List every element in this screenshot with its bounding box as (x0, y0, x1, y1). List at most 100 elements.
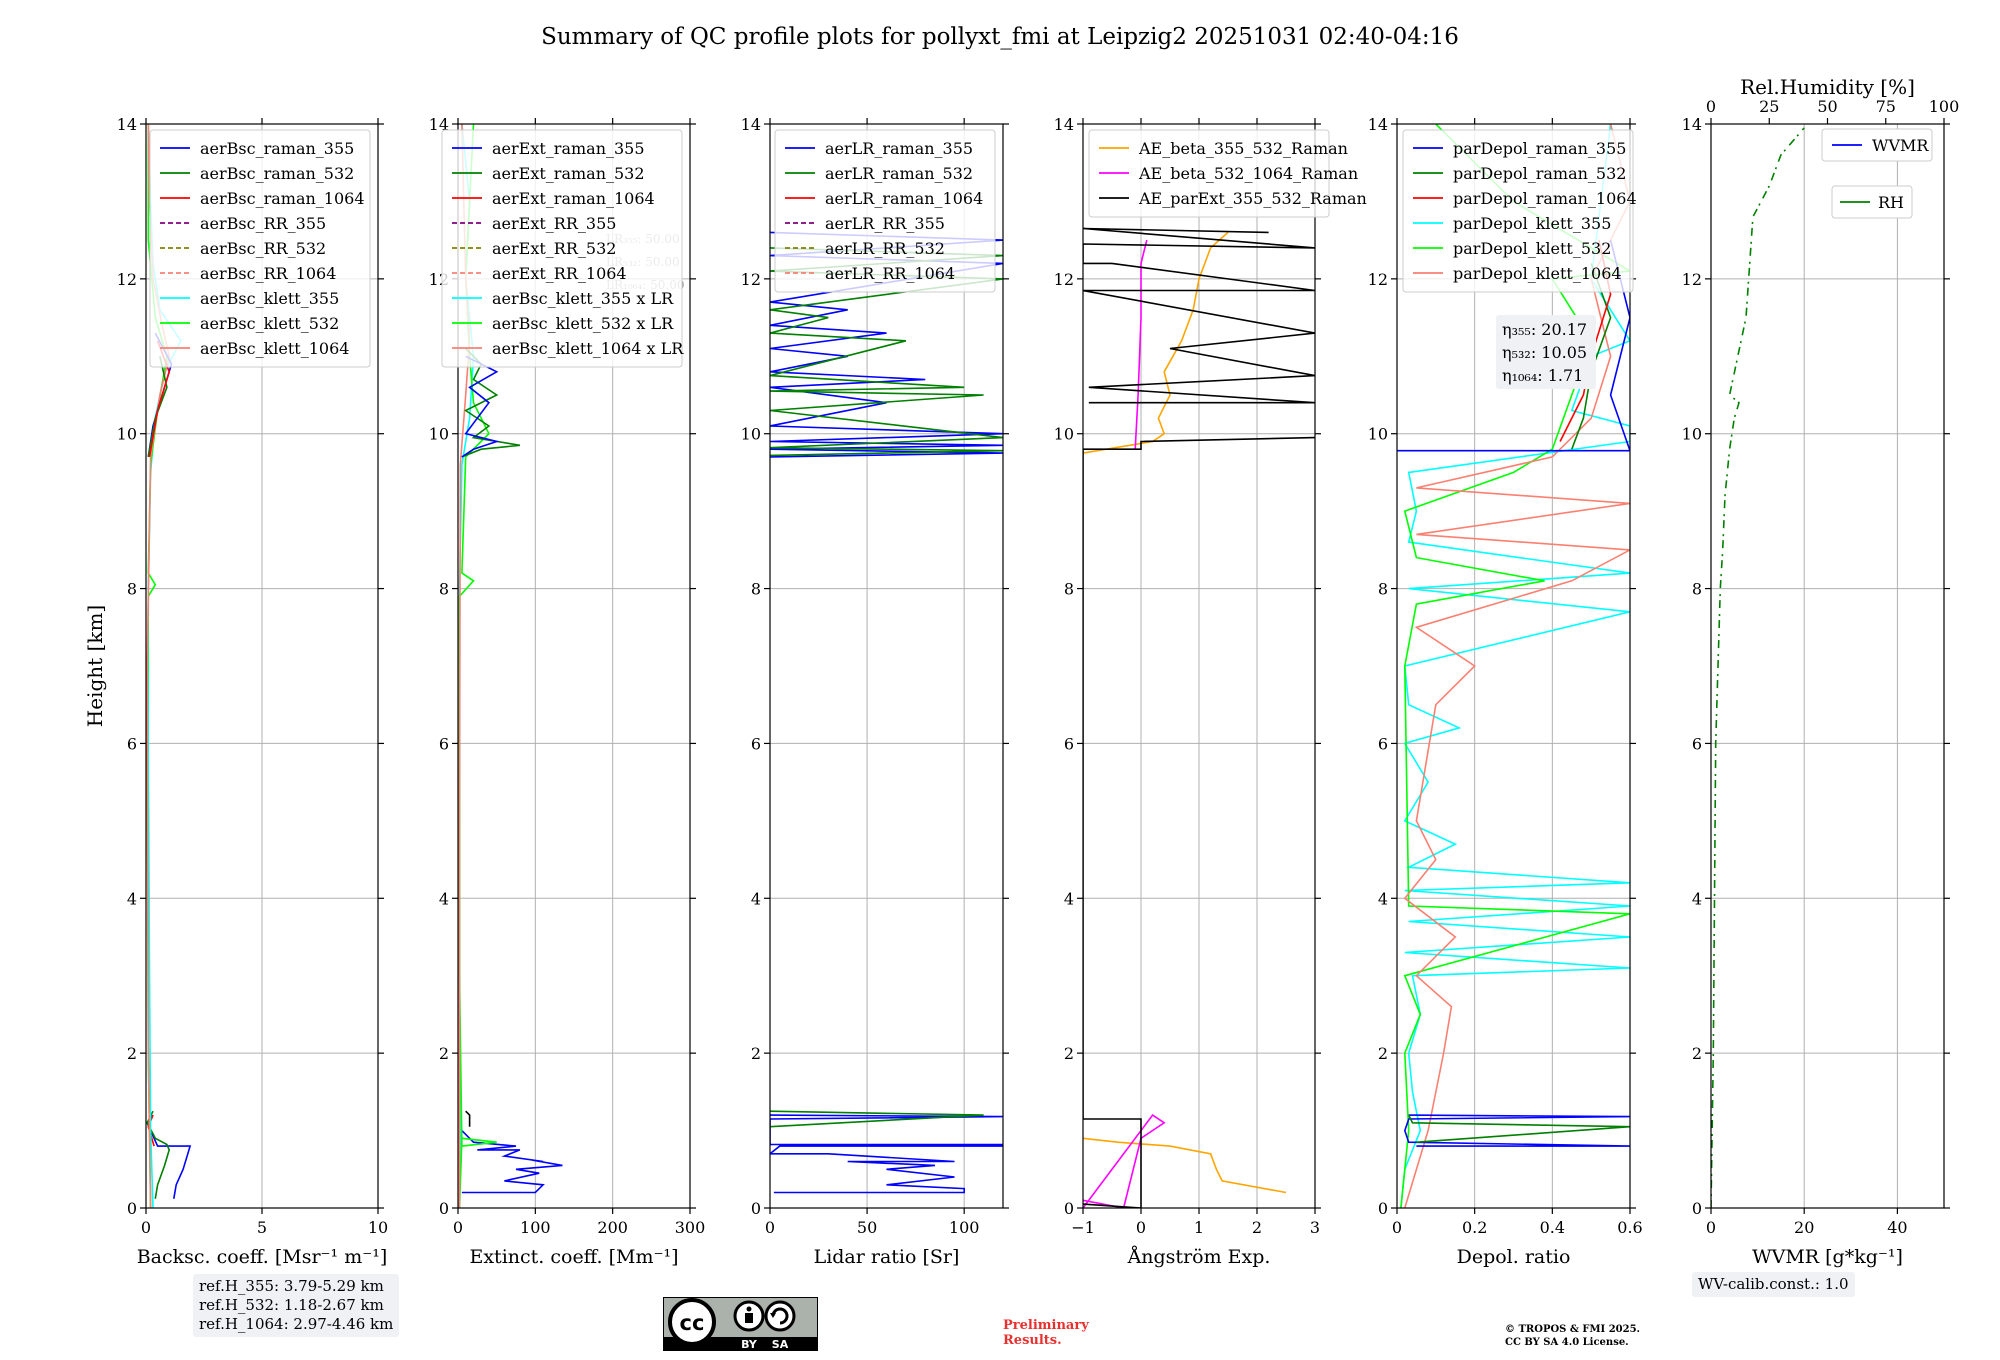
legend-label: aerBsc_klett_1064 (200, 339, 349, 358)
y-tick-label: 10 (741, 425, 761, 444)
y-tick-label: 14 (1368, 115, 1388, 134)
series-line-0 (1083, 1137, 1287, 1194)
y-tick-label: 8 (1378, 580, 1388, 599)
x-tick-label: 100 (949, 1218, 980, 1237)
x-tick-label: 100 (520, 1218, 551, 1237)
y-tick-label: 4 (1064, 889, 1074, 908)
x-tick-label: 2 (1252, 1218, 1262, 1237)
y-tick-label: 8 (127, 580, 137, 599)
x-tick-label: 10 (368, 1218, 388, 1237)
x-tick-label: 40 (1887, 1218, 1907, 1237)
annotation-text: η₃₅₅: 20.17 (1502, 320, 1587, 339)
y-tick-label: 2 (751, 1044, 761, 1063)
x-tick-label: 0 (1136, 1218, 1146, 1237)
y-tick-label: 14 (1682, 115, 1702, 134)
y-tick-label: 2 (1378, 1044, 1388, 1063)
y-tick-label: 2 (1692, 1044, 1702, 1063)
y-tick-label: 14 (117, 115, 137, 134)
x-axis-label: Extinct. coeff. [Mm⁻¹] (469, 1246, 678, 1268)
y-tick-label: 6 (1378, 734, 1388, 753)
copyright-note: © TROPOS & FMI 2025. CC BY SA 4.0 Licens… (1505, 1323, 1640, 1349)
series-line-1 (770, 1110, 984, 1128)
y-tick-label: 2 (1064, 1044, 1074, 1063)
legend: aerExt_raman_355 aerExt_raman_532 aerExt_r… (441, 129, 684, 368)
preliminary-results-note: Preliminary Results. (1003, 1318, 1089, 1348)
y-tick-label: 8 (751, 580, 761, 599)
y-tick-label: 4 (127, 889, 137, 908)
x-axis-label: WVMR [g*kg⁻¹] (1752, 1246, 1903, 1268)
license-by-label: BY (741, 1338, 758, 1351)
axes-frame (1396, 123, 1631, 1209)
x-axis-label: Backsc. coeff. [Msr⁻¹ m⁻¹] (137, 1246, 388, 1268)
legend-box (1821, 128, 1933, 162)
legend-label: parDepol_raman_355 (1453, 139, 1626, 158)
legend-label: aerLR_raman_532 (825, 164, 973, 183)
series-line-2 (1083, 1114, 1166, 1208)
ref-height-355: ref.H_355: 3.79-5.29 km (199, 1277, 384, 1295)
legend-label: RH (1878, 193, 1904, 212)
y-tick-label: 0 (751, 1199, 761, 1218)
x-tick-label: 300 (675, 1218, 706, 1237)
legend-label: aerBsc_RR_532 (200, 239, 326, 258)
legend-label: parDepol_raman_1064 (1453, 189, 1637, 208)
axes-frame (769, 123, 1004, 1209)
x-tick-label: 1 (1194, 1218, 1204, 1237)
y-tick-label: 12 (1682, 270, 1702, 289)
y-tick-label: 14 (429, 115, 449, 134)
legend-label: AE_beta_355_532_Raman (1138, 139, 1348, 158)
annotation-box (1496, 315, 1596, 389)
legend-label: aerExt_raman_355 (492, 139, 645, 158)
legend-label: aerBsc_RR_1064 (200, 264, 336, 283)
series-line-7 (147, 356, 168, 458)
y-tick-label: 6 (127, 734, 137, 753)
legend-label: aerBsc_RR_355 (200, 214, 326, 233)
y-tick-label: 14 (1054, 115, 1074, 134)
legend-label: aerBsc_raman_1064 (200, 189, 365, 208)
y-tick-label: 10 (429, 425, 449, 444)
y-tick-label: 0 (127, 1199, 137, 1218)
panel-backscatter: 0 2 4 6 8 10 12 14 0 5 10 Backsc. coeff. [Msr⁻¹ m⁻¹… (83, 115, 388, 1268)
series-line-3 (1403, 1114, 1630, 1147)
legend-box (149, 129, 371, 368)
y-tick-label: 0 (1692, 1199, 1702, 1218)
panel-depol: 0 2 4 6 8 10 12 14 0 0.2 0.4 0.6 Depol. ratio η₃₅₅: 2… (1368, 115, 1643, 1268)
legend-label: aerBsc_klett_532 (200, 314, 339, 333)
license-sa-label: SA (772, 1338, 789, 1351)
y-tick-label: 14 (741, 115, 761, 134)
x-tick-label: 0 (1706, 1218, 1716, 1237)
legend: aerBsc_raman_355 aerBsc_raman_532 aerBsc_r… (149, 129, 371, 368)
ref-height-1064: ref.H_1064: 2.97-4.46 km (199, 1315, 394, 1333)
copyright-line-1: © TROPOS & FMI 2025. (1505, 1324, 1641, 1335)
series-line-0 (1711, 127, 1805, 1208)
y-tick-label: 12 (1368, 270, 1388, 289)
top-x-axis-label: Rel.Humidity [%] (1740, 75, 1915, 99)
figure-title: Summary of QC profile plots for pollyxt_… (541, 24, 1459, 50)
x-axis-label: Lidar ratio [Sr] (814, 1246, 960, 1268)
axes-frame (457, 123, 691, 1209)
series-group (1711, 127, 1805, 1208)
legend-label: aerBsc_klett_1064 x LR (492, 339, 684, 358)
top-x-tick-label: 50 (1817, 97, 1837, 116)
cc-logo-text: cc (680, 1311, 705, 1335)
y-tick-label: 8 (1692, 580, 1702, 599)
legend-label: aerBsc_klett_355 (200, 289, 339, 308)
legend-label: aerBsc_raman_355 (200, 139, 354, 158)
cc-by-sa-license-badge: cc BY SA (663, 1297, 818, 1351)
legend-label: aerExt_RR_1064 (492, 264, 627, 283)
x-tick-label: 50 (857, 1218, 877, 1237)
y-tick-label: 12 (117, 270, 137, 289)
series-line-5 (1407, 1114, 1630, 1143)
wv-calibration-constant: WV-calib.const.: 1.0 (1698, 1275, 1849, 1293)
legend-label: parDepol_klett_355 (1453, 214, 1611, 233)
series-line-5 (461, 355, 500, 458)
series-line-0 (146, 1114, 192, 1199)
legend-box (774, 129, 996, 293)
series-line-0 (1400, 124, 1630, 1208)
preliminary-line-2: Results. (1003, 1333, 1062, 1348)
y-tick-label: 0 (1378, 1199, 1388, 1218)
legend-label: AE_parExt_355_532_Raman (1138, 189, 1367, 208)
legend-label: aerExt_RR_355 (492, 214, 616, 233)
